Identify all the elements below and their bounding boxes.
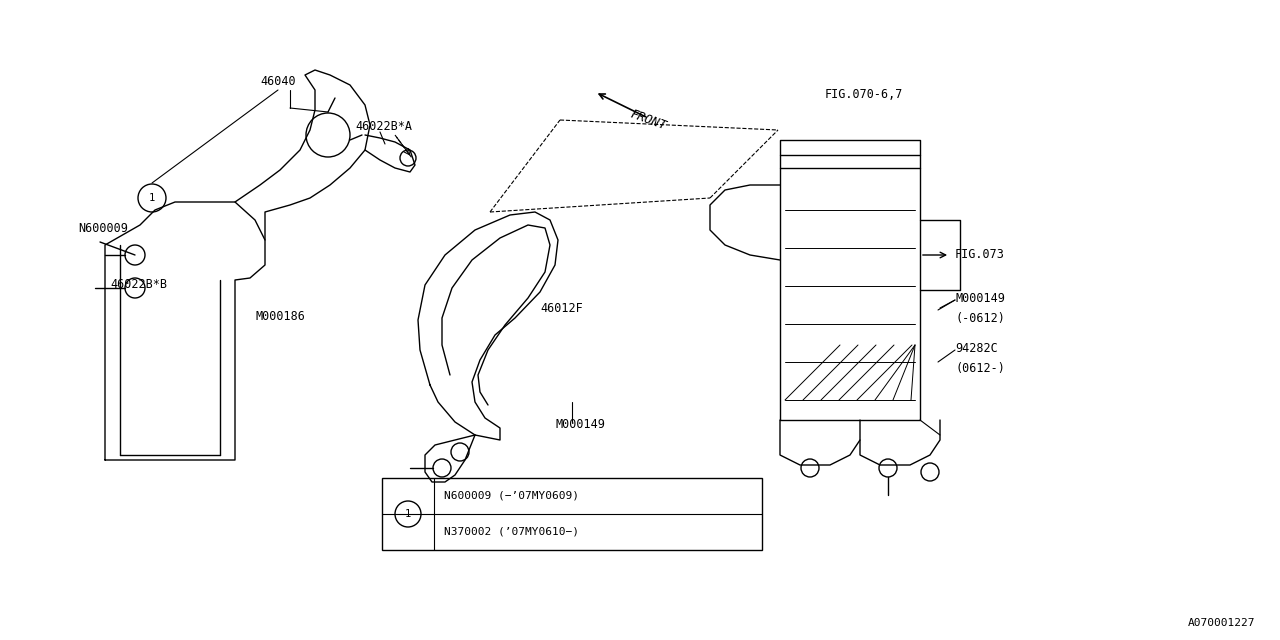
Text: 46022B*B: 46022B*B <box>110 278 166 291</box>
Text: A070001227: A070001227 <box>1188 618 1254 628</box>
Text: FRONT: FRONT <box>628 108 668 133</box>
Text: 1: 1 <box>404 509 411 519</box>
Text: 46022B*A: 46022B*A <box>355 120 412 133</box>
Text: N600009: N600009 <box>78 222 128 235</box>
Text: 46012F: 46012F <box>540 302 582 315</box>
Text: N370002 (’07MY0610−): N370002 (’07MY0610−) <box>444 527 579 537</box>
Text: FIG.070-6,7: FIG.070-6,7 <box>826 88 904 101</box>
Text: M000149: M000149 <box>955 292 1005 305</box>
Text: (0612-): (0612-) <box>955 362 1005 375</box>
Text: M000186: M000186 <box>255 310 305 323</box>
Text: N600009 (−’07MY0609): N600009 (−’07MY0609) <box>444 491 579 501</box>
Text: 46040: 46040 <box>260 75 296 88</box>
Text: 1: 1 <box>148 193 155 203</box>
Text: 94282C: 94282C <box>955 342 997 355</box>
Text: M000149: M000149 <box>556 418 605 431</box>
Text: FIG.073: FIG.073 <box>955 248 1005 261</box>
Text: (-0612): (-0612) <box>955 312 1005 325</box>
Bar <box>381 478 762 550</box>
